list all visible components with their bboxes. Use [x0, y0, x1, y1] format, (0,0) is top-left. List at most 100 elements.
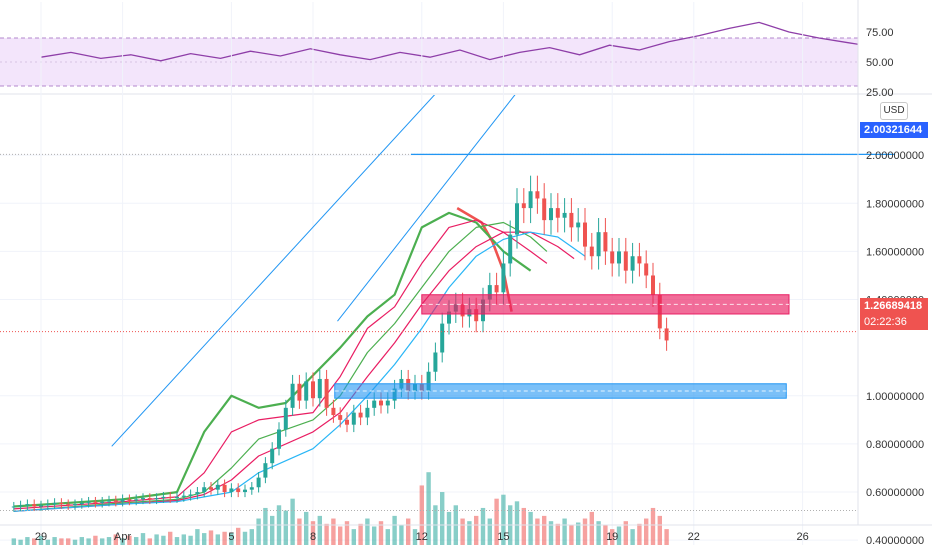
- candle-body: [297, 383, 302, 401]
- candle-body: [447, 311, 451, 324]
- rsi-tick-label: 50.00: [866, 57, 894, 69]
- candle-body: [501, 263, 506, 293]
- x-tick-label: 8: [310, 531, 316, 543]
- candle-body: [440, 323, 445, 353]
- candle-body: [236, 488, 241, 493]
- candle-body: [365, 407, 370, 418]
- volume-bar: [168, 531, 173, 545]
- volume-bar: [392, 515, 397, 545]
- volume-bar: [440, 492, 445, 545]
- last-price-tag: 1.26689418: [860, 298, 928, 314]
- volume-bar: [304, 511, 309, 545]
- moving-average-line: [13, 231, 575, 512]
- y-tick-label: 0.60000000: [866, 487, 924, 499]
- volume-bar: [79, 537, 84, 545]
- volume-bar: [664, 529, 669, 545]
- volume-bar: [372, 526, 377, 545]
- drawing-annotations[interactable]: [0, 23, 896, 511]
- candle-body: [86, 501, 91, 503]
- volume-bar: [535, 518, 540, 545]
- volume-bar: [426, 472, 431, 545]
- candle-body: [45, 504, 50, 506]
- volume-bar: [446, 511, 452, 545]
- volume-bar: [419, 485, 424, 545]
- rsi-tick-label: 25.00: [866, 87, 894, 99]
- volume-bar: [202, 533, 207, 545]
- volume-bar: [358, 523, 363, 545]
- volume-bar: [378, 521, 384, 545]
- volume-bar: [644, 518, 649, 545]
- candle-body: [372, 400, 377, 408]
- volume-bar: [603, 525, 608, 545]
- candle-body: [630, 256, 635, 271]
- volume-bar: [215, 534, 220, 545]
- candle-body: [317, 378, 322, 399]
- volume-bar: [52, 537, 57, 545]
- volume-bar: [521, 507, 526, 545]
- candle-body: [644, 263, 649, 276]
- volume-bar: [11, 538, 16, 545]
- candle-body: [487, 285, 492, 300]
- volume-bar: [86, 538, 91, 545]
- volume-bar: [127, 535, 132, 545]
- moving-average-lines: [13, 206, 586, 512]
- candle-body: [603, 232, 608, 252]
- candle-body: [161, 496, 166, 499]
- rsi-tick-label: 75.00: [866, 27, 894, 39]
- candle-body: [385, 400, 390, 406]
- candle-body: [304, 381, 309, 401]
- volume-bar: [351, 529, 356, 545]
- volume-bar: [616, 526, 622, 545]
- x-tick-label: 5: [228, 531, 234, 543]
- candle-body: [433, 352, 438, 372]
- volume-bar: [134, 537, 139, 545]
- candle-body: [107, 500, 111, 502]
- volume-bar: [113, 534, 118, 545]
- volume-bar: [467, 521, 472, 545]
- candle-body: [141, 498, 145, 500]
- volume-bar: [181, 534, 186, 545]
- volume-bar: [18, 539, 23, 545]
- y-tick-label: 0.80000000: [866, 439, 924, 451]
- currency-badge[interactable]: USD: [880, 102, 908, 120]
- candle-body: [73, 504, 77, 506]
- rsi-panel: [0, 21, 932, 95]
- volume-bar: [344, 521, 350, 545]
- candle-body: [651, 275, 655, 295]
- candle-body: [542, 198, 547, 221]
- candle-body: [66, 504, 71, 506]
- rsi-band: [0, 38, 858, 86]
- candle-body: [549, 208, 553, 221]
- y-tick-label: 1.60000000: [866, 246, 924, 258]
- candle-countdown-tag: 02:22:36: [860, 314, 928, 330]
- candle-body: [290, 383, 295, 408]
- volume-bar: [487, 518, 492, 545]
- candle-body: [515, 203, 519, 235]
- candle-body: [426, 371, 431, 391]
- volume-bar: [582, 518, 588, 545]
- volume-bar: [154, 534, 159, 545]
- candle-body: [59, 502, 64, 505]
- volume-bar: [263, 507, 268, 545]
- candle-body: [351, 412, 356, 425]
- volume-bar: [59, 538, 64, 545]
- candle-body: [32, 504, 37, 507]
- candle-body: [345, 419, 349, 425]
- x-tick-label: 26: [796, 531, 808, 543]
- volume-bar: [412, 529, 418, 545]
- volume-bar: [236, 527, 241, 545]
- volume-bar: [650, 507, 656, 545]
- candle-body: [209, 487, 213, 490]
- candle-body: [474, 309, 479, 322]
- volume-bar: [596, 521, 601, 545]
- volume-bars: [11, 472, 669, 545]
- volume-bar: [229, 533, 234, 545]
- volume-bar: [528, 511, 533, 545]
- candle-body: [263, 463, 268, 478]
- candle-body: [324, 378, 329, 408]
- candle-body: [508, 234, 513, 264]
- volume-bar: [317, 515, 322, 545]
- y-tick-label: 2.00000000: [866, 150, 924, 162]
- volume-bar: [657, 515, 662, 545]
